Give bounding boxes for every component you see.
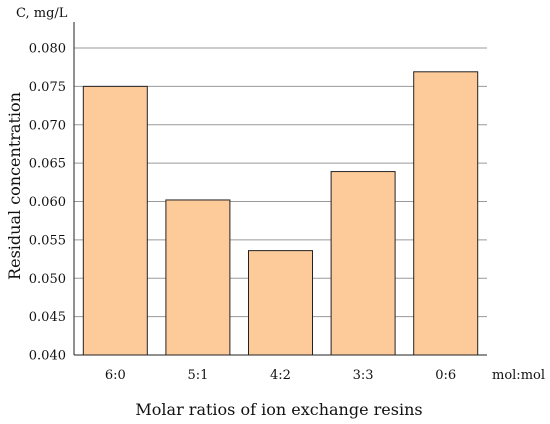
- x-tick-label: 0:6: [435, 368, 456, 383]
- x-axis-title: Molar ratios of ion exchange resins: [135, 400, 422, 419]
- x-tick-label: 4:2: [270, 368, 291, 383]
- bar-0-6: [413, 71, 479, 356]
- y-tick-label: 0.045: [29, 310, 66, 325]
- bars: [82, 71, 479, 356]
- y-tick-label: 0.075: [29, 80, 66, 95]
- y-tick-label: 0.040: [29, 349, 66, 364]
- bar-6-0: [82, 85, 148, 356]
- y-tick-label: 0.065: [29, 157, 66, 172]
- y-tick-label: 0.080: [29, 42, 66, 57]
- x-tick-label: 3:3: [353, 368, 374, 383]
- x-tick-label: 6:0: [105, 368, 126, 383]
- y-tick-labels: 0.040 0.045 0.050 0.055 0.060 0.065 0.070 0.075…: [29, 42, 66, 364]
- x-tick-labels: 6:0 5:1 4:2 3:3 0:6: [105, 368, 456, 383]
- y-axis-title: Residual concentration: [5, 92, 24, 280]
- y-tick-label: 0.050: [29, 272, 66, 287]
- x-unit-label: mol:mol: [492, 368, 545, 383]
- y-tick-label: 0.055: [29, 233, 66, 248]
- bar-5-1: [165, 199, 231, 356]
- y-tick-label: 0.070: [29, 118, 66, 133]
- y-unit-label: C, mg/L: [16, 6, 68, 21]
- bar-4-2: [248, 250, 313, 356]
- y-tick-label: 0.060: [29, 195, 66, 210]
- axes: [73, 22, 487, 356]
- x-tick-label: 5:1: [187, 368, 208, 383]
- bar-3-3: [330, 171, 396, 356]
